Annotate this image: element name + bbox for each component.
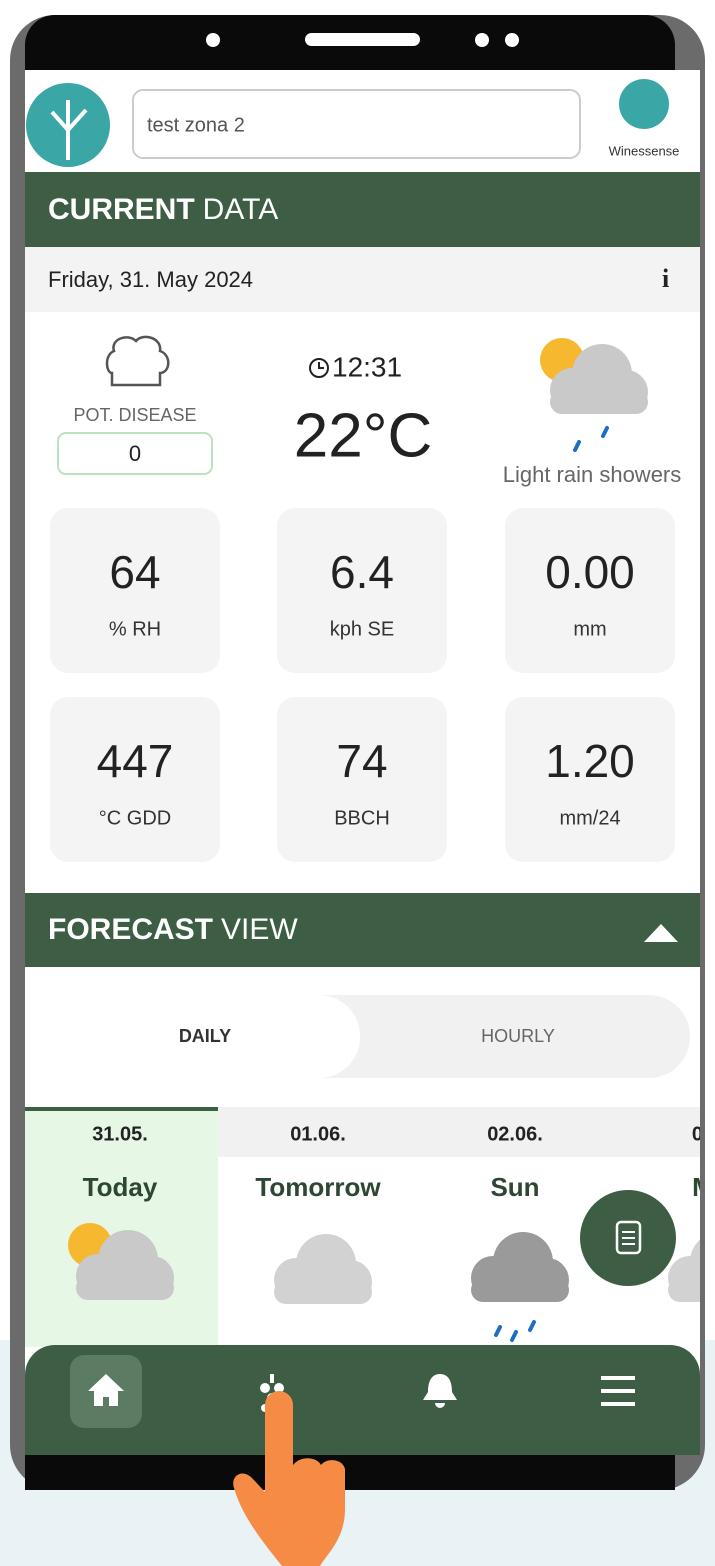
nav-bell[interactable] <box>423 1374 457 1408</box>
bottom-nav <box>25 1345 700 1455</box>
app: test zona 2 Winessense CURRENT DATA Frida… <box>25 70 714 1455</box>
title-rest: DATA <box>203 193 279 226</box>
day-label: Sun <box>490 1172 539 1202</box>
tile-value: 1.20 <box>545 735 635 787</box>
tile <box>50 508 220 673</box>
tile <box>50 697 220 862</box>
tiles: 64 % RH 6.4 kph SE 0.00 mm 447 °C GDD 74 BBCH 1.20… <box>50 508 675 862</box>
date: Friday, 31. May 2024 <box>48 267 253 292</box>
collapse-toggle[interactable] <box>644 924 678 942</box>
day-label: M <box>692 1172 714 1202</box>
days: 31.05. Today 01.06. Tomorrow 02.06. Sun 03 M <box>83 1123 714 1202</box>
tab-active[interactable] <box>40 995 360 1078</box>
clock-hand <box>318 362 324 369</box>
condition: Light rain showers <box>503 462 682 487</box>
day-date: 03 <box>692 1123 714 1145</box>
brand-logo <box>619 79 669 129</box>
tile-unit: kph SE <box>330 618 394 640</box>
tile-unit: % RH <box>109 618 161 640</box>
disease-value: 0 <box>129 441 141 466</box>
day-selected <box>25 1107 218 1347</box>
tile <box>505 697 675 862</box>
tile-unit: mm <box>573 618 606 640</box>
disease-box <box>57 432 213 475</box>
time: 12:31 <box>332 351 402 382</box>
day-label: Tomorrow <box>255 1172 381 1202</box>
logo-icon <box>50 100 88 160</box>
date-row <box>25 247 700 312</box>
nav-menu[interactable] <box>601 1376 635 1406</box>
phone-chin <box>25 1455 675 1490</box>
brand: Winessense <box>609 143 680 158</box>
camera <box>206 33 220 47</box>
tile <box>505 508 675 673</box>
tile-value: 447 <box>97 735 174 787</box>
tile-value: 74 <box>336 735 387 787</box>
tile-unit: mm/24 <box>559 807 620 829</box>
speaker <box>305 33 420 46</box>
tile-unit: °C GDD <box>99 807 171 829</box>
zone-input[interactable] <box>132 89 581 159</box>
sensor <box>505 33 519 47</box>
section-bar <box>25 172 700 247</box>
info[interactable]: i <box>662 264 669 293</box>
disease-label: POT. DISEASE <box>73 405 196 425</box>
tile-unit: BBCH <box>334 807 390 829</box>
day-date: 31.05. <box>92 1123 148 1145</box>
title-rest: VIEW <box>221 913 298 946</box>
fab-icon <box>615 1220 642 1255</box>
sensor <box>475 33 489 47</box>
rain <box>494 1320 536 1342</box>
day-date: 02.06. <box>487 1123 543 1145</box>
rain <box>573 426 609 452</box>
tile-value: 6.4 <box>330 546 394 598</box>
day-indicator <box>25 1107 218 1111</box>
tile <box>277 697 447 862</box>
tile-value: 64 <box>109 546 160 598</box>
home-icon <box>88 1374 124 1406</box>
tab[interactable]: DAILY <box>179 1026 231 1046</box>
day-label: Today <box>83 1172 158 1202</box>
tile-value: 0.00 <box>545 546 635 598</box>
day-date: 01.06. <box>290 1123 346 1145</box>
clock-icon <box>309 358 329 378</box>
zone-text: test zona 2 <box>147 114 245 136</box>
tile <box>277 508 447 673</box>
fab-lines <box>622 1231 635 1245</box>
section-bar <box>25 893 700 967</box>
title-bold: CURRENT <box>48 193 195 226</box>
section-title: FORECAST VIEW <box>48 913 298 946</box>
hand-pointer <box>233 1391 345 1566</box>
section-title: CURRENT DATA <box>48 193 278 226</box>
temperature: 22°C <box>294 401 433 470</box>
tab[interactable]: HOURLY <box>481 1026 555 1046</box>
disease-icon <box>105 335 170 387</box>
title-bold: FORECAST <box>48 913 213 946</box>
